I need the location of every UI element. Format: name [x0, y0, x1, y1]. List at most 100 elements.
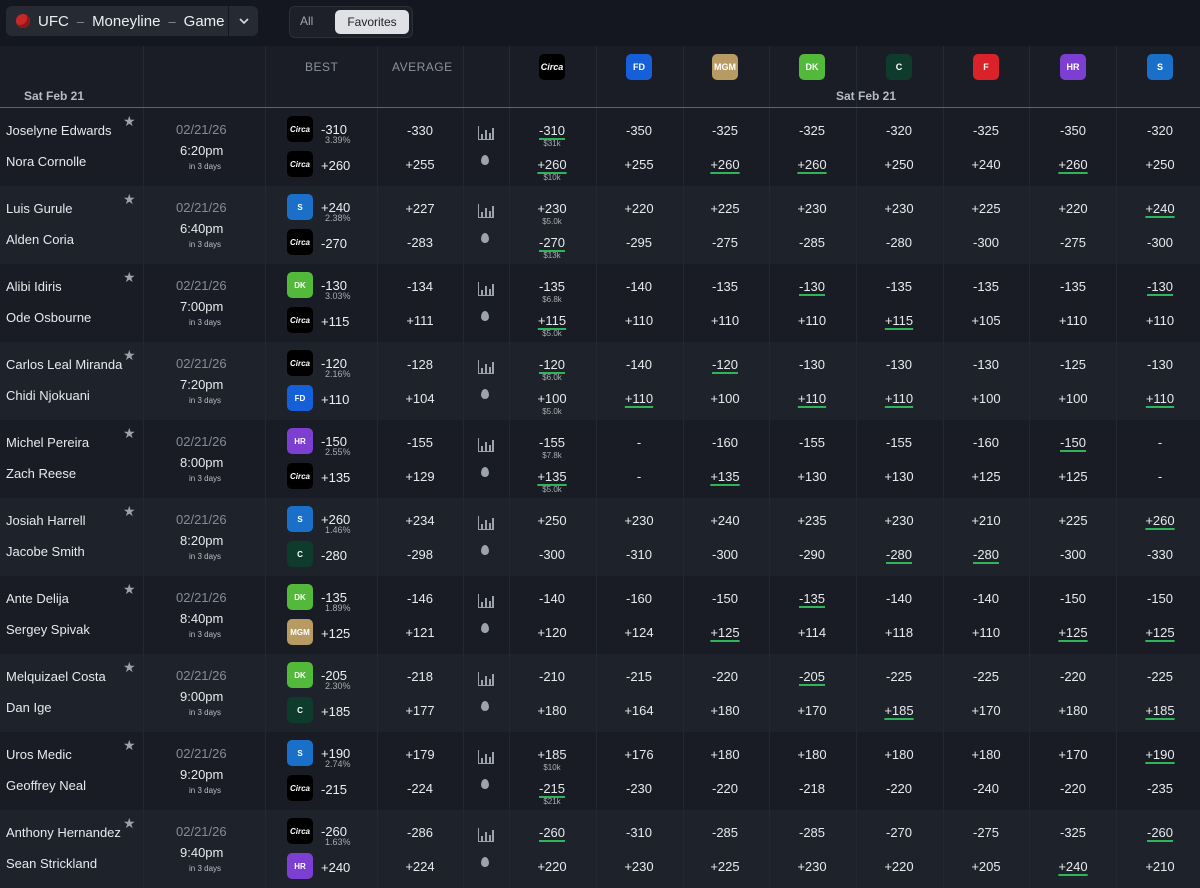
odds-cell[interactable]: -330: [1146, 547, 1174, 562]
team-name[interactable]: Luis Gurule: [6, 201, 73, 216]
odds-cell[interactable]: +190: [1145, 747, 1175, 762]
team-name[interactable]: Nora Cornolle: [6, 154, 87, 169]
odds-cell[interactable]: -135: [711, 279, 739, 294]
odds-cell[interactable]: -260: [1146, 825, 1174, 840]
best-odds[interactable]: +125: [321, 626, 351, 641]
odds-cell[interactable]: -220: [1059, 669, 1087, 684]
team-name[interactable]: Ante Delija: [6, 591, 69, 606]
odds-cell[interactable]: +240: [1058, 859, 1088, 874]
odds-cell[interactable]: -290: [798, 547, 826, 562]
odds-cell[interactable]: +125: [971, 469, 1001, 484]
odds-cell[interactable]: -140: [625, 357, 653, 372]
odds-cell[interactable]: +210: [1145, 859, 1175, 874]
odds-cell[interactable]: -218: [798, 781, 826, 796]
best-odds[interactable]: -280: [321, 548, 348, 563]
favorite-star-icon[interactable]: ★: [123, 113, 136, 129]
odds-cell[interactable]: +115: [537, 313, 567, 328]
best-odds[interactable]: +190: [321, 746, 351, 761]
odds-cell[interactable]: +260: [710, 157, 740, 172]
odds-cell[interactable]: -240: [972, 781, 1000, 796]
odds-cell[interactable]: +105: [971, 313, 1001, 328]
odds-cell[interactable]: +230: [624, 513, 654, 528]
market-dropdown-button[interactable]: [229, 6, 258, 36]
odds-cell[interactable]: -270: [885, 825, 913, 840]
odds-cell[interactable]: +185: [1145, 703, 1175, 718]
odds-cell[interactable]: -210: [538, 669, 566, 684]
odds-cell[interactable]: +124: [624, 625, 654, 640]
line-chart-icon[interactable]: [478, 750, 494, 764]
odds-cell[interactable]: -135: [885, 279, 913, 294]
line-chart-icon[interactable]: [478, 126, 494, 140]
odds-cell[interactable]: +110: [1145, 391, 1175, 406]
odds-cell[interactable]: +210: [971, 513, 1001, 528]
odds-cell[interactable]: +125: [710, 625, 740, 640]
odds-cell[interactable]: +100: [710, 391, 740, 406]
odds-cell[interactable]: -140: [972, 591, 1000, 606]
odds-cell[interactable]: -155: [538, 435, 566, 450]
odds-cell[interactable]: +110: [884, 391, 914, 406]
odds-cell[interactable]: -350: [625, 123, 653, 138]
water-drop-icon[interactable]: [481, 623, 489, 633]
line-chart-icon[interactable]: [478, 828, 494, 842]
odds-cell[interactable]: +180: [1058, 703, 1088, 718]
odds-cell[interactable]: +115: [884, 313, 914, 328]
odds-cell[interactable]: -220: [885, 781, 913, 796]
odds-cell[interactable]: +110: [971, 625, 1001, 640]
odds-cell[interactable]: +180: [884, 747, 914, 762]
odds-cell[interactable]: -: [1157, 435, 1163, 450]
odds-cell[interactable]: -130: [885, 357, 913, 372]
odds-cell[interactable]: -275: [1059, 235, 1087, 250]
fanatics-logo-icon[interactable]: F: [973, 54, 999, 80]
odds-cell[interactable]: -310: [625, 825, 653, 840]
odds-cell[interactable]: -275: [711, 235, 739, 250]
odds-cell[interactable]: +180: [710, 747, 740, 762]
circa-logo-icon[interactable]: Circa: [287, 116, 313, 142]
team-name[interactable]: Josiah Harrell: [6, 513, 86, 528]
caesars-logo-icon[interactable]: C: [287, 541, 313, 567]
odds-cell[interactable]: +110: [1058, 313, 1088, 328]
odds-cell[interactable]: -320: [885, 123, 913, 138]
odds-cell[interactable]: +260: [797, 157, 827, 172]
odds-cell[interactable]: -: [1157, 469, 1163, 484]
odds-cell[interactable]: +220: [884, 859, 914, 874]
odds-cell[interactable]: +114: [797, 625, 827, 640]
favorite-star-icon[interactable]: ★: [123, 581, 136, 597]
best-odds[interactable]: +185: [321, 704, 351, 719]
odds-cell[interactable]: -160: [972, 435, 1000, 450]
team-name[interactable]: Melquizael Costa: [6, 669, 106, 684]
superbook-logo-icon[interactable]: S: [287, 194, 313, 220]
odds-cell[interactable]: -: [636, 469, 642, 484]
odds-cell[interactable]: -130: [1146, 279, 1174, 294]
team-name[interactable]: Chidi Njokuani: [6, 388, 90, 403]
odds-cell[interactable]: -295: [625, 235, 653, 250]
odds-cell[interactable]: +220: [624, 201, 654, 216]
odds-cell[interactable]: +110: [710, 313, 740, 328]
best-odds[interactable]: +260: [321, 512, 351, 527]
odds-cell[interactable]: -285: [711, 825, 739, 840]
team-name[interactable]: Geoffrey Neal: [6, 778, 86, 793]
odds-cell[interactable]: -225: [1146, 669, 1174, 684]
favorite-star-icon[interactable]: ★: [123, 659, 136, 675]
odds-cell[interactable]: -285: [798, 235, 826, 250]
line-chart-icon[interactable]: [478, 204, 494, 218]
odds-cell[interactable]: +170: [1058, 747, 1088, 762]
odds-cell[interactable]: +180: [797, 747, 827, 762]
team-name[interactable]: Sergey Spivak: [6, 622, 90, 637]
odds-cell[interactable]: +100: [971, 391, 1001, 406]
circa-logo-icon[interactable]: Circa: [287, 307, 313, 333]
team-name[interactable]: Ode Osbourne: [6, 310, 92, 325]
draftkings-logo-icon[interactable]: DK: [287, 272, 313, 298]
odds-cell[interactable]: +164: [624, 703, 654, 718]
odds-cell[interactable]: +170: [797, 703, 827, 718]
fanduel-logo-icon[interactable]: FD: [626, 54, 652, 80]
line-chart-icon[interactable]: [478, 594, 494, 608]
team-name[interactable]: Michel Pereira: [6, 435, 90, 450]
line-chart-icon[interactable]: [478, 282, 494, 296]
odds-cell[interactable]: -160: [625, 591, 653, 606]
odds-cell[interactable]: -130: [798, 357, 826, 372]
favorite-star-icon[interactable]: ★: [123, 815, 136, 831]
best-odds[interactable]: -310: [321, 122, 348, 137]
caesars-logo-icon[interactable]: C: [886, 54, 912, 80]
best-odds[interactable]: -120: [321, 356, 348, 371]
odds-cell[interactable]: +125: [1058, 469, 1088, 484]
